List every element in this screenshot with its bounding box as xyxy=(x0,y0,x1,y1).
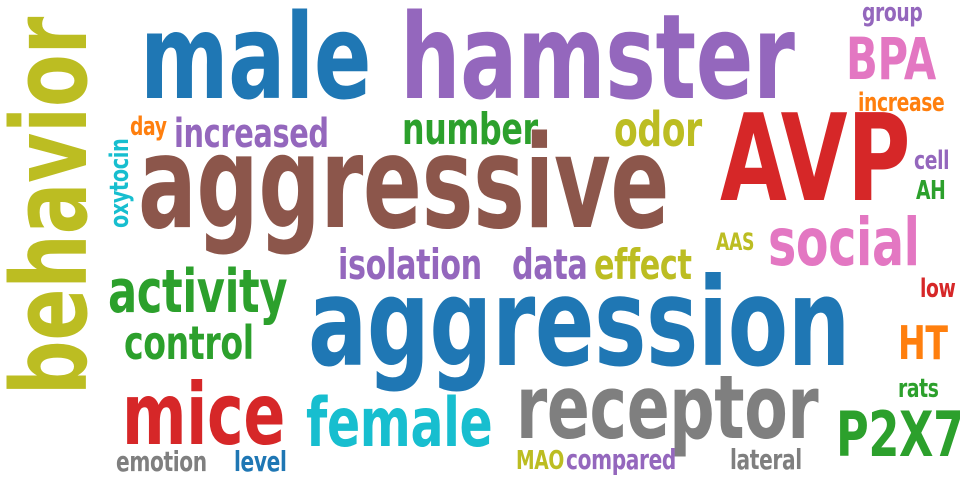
word-mao: MAO xyxy=(516,446,564,476)
word-bpa: BPA xyxy=(846,25,936,93)
word-data: data xyxy=(512,240,588,289)
word-increased: increased xyxy=(174,111,329,157)
word-behavior: behavior xyxy=(0,16,111,396)
word-male: male xyxy=(140,0,372,126)
word-aas: AAS xyxy=(716,228,755,256)
word-aggression: aggression xyxy=(308,252,850,394)
word-number: number xyxy=(402,104,538,155)
word-level: level xyxy=(234,445,287,478)
word-ht: HT xyxy=(898,316,948,370)
word-group: group xyxy=(862,0,923,28)
word-odor: odor xyxy=(614,102,702,158)
word-increase: increase xyxy=(858,88,945,118)
word-oxytocin: oxytocin xyxy=(105,138,135,228)
word-low: low xyxy=(920,274,956,304)
word-social: social xyxy=(768,204,920,281)
word-hamster: hamster xyxy=(400,0,795,126)
word-female: female xyxy=(306,384,493,463)
word-control: control xyxy=(124,316,254,370)
word-cell: cell xyxy=(914,146,950,176)
word-p2x7: P2X7 xyxy=(836,398,960,471)
word-rats: rats xyxy=(898,374,939,404)
word-emotion: emotion xyxy=(116,445,207,478)
word-activity: activity xyxy=(108,257,288,327)
word-avp: AVP xyxy=(720,90,911,229)
word-day: day xyxy=(130,112,167,142)
word-lateral: lateral xyxy=(730,443,802,476)
word-ah: AH xyxy=(916,176,946,206)
word-receptor: receptor xyxy=(516,356,819,459)
word-effect: effect xyxy=(594,240,692,289)
word-mice: mice xyxy=(122,365,286,465)
word-isolation: isolation xyxy=(338,240,482,289)
word-aggressive: aggressive xyxy=(138,109,670,258)
word-compared: compared xyxy=(566,443,677,476)
